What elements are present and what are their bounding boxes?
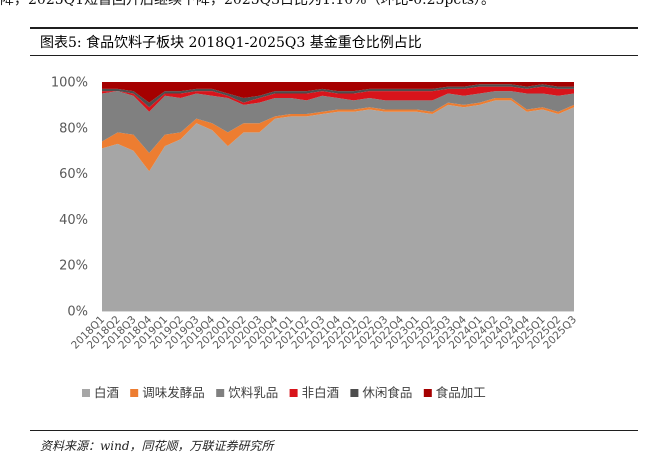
legend-swatch xyxy=(216,389,225,397)
figure-title: 图表5: 食品饮料子板块 2018Q1-2025Q3 基金重仓比例占比 xyxy=(40,35,422,51)
legend-label: 白酒 xyxy=(94,385,119,400)
stacked-area-chart: 0% 20% 40% 60% 80% 100% 2018Q12018Q22018Q3201… xyxy=(51,76,579,401)
area-series-3 xyxy=(102,86,574,112)
area-series-1 xyxy=(102,98,574,172)
y-tick-label: 80% xyxy=(59,121,88,136)
intro-text: 降，2025Q1短暂回升后继续下降，2025Q3占比为1.10%（环比-0.25… xyxy=(0,0,496,8)
y-axis: 0% 20% 40% 60% 80% 100% xyxy=(51,76,574,320)
y-tick-label: 0% xyxy=(67,305,88,320)
area-series-5 xyxy=(102,82,574,103)
legend-label: 非白酒 xyxy=(302,385,340,400)
legend-swatch xyxy=(289,389,298,397)
legend-swatch xyxy=(82,389,90,397)
y-tick-label: 100% xyxy=(51,76,88,91)
legend-label: 休闲食品 xyxy=(362,385,412,400)
x-axis: 2018Q12018Q22018Q32018Q42019Q12019Q22019… xyxy=(69,313,579,351)
y-tick-label: 20% xyxy=(59,259,88,274)
area-series-4 xyxy=(102,84,574,108)
legend-swatch xyxy=(350,389,359,397)
legend-swatch xyxy=(130,389,139,397)
source-note: 资料来源：wind，同花顺，万联证券研究所 xyxy=(40,439,274,453)
area-series-0 xyxy=(102,100,574,311)
figure-top-rule xyxy=(30,27,638,29)
legend-label: 调味发酵品 xyxy=(142,385,205,400)
legend-label: 饮料乳品 xyxy=(228,385,278,400)
y-tick-label: 60% xyxy=(59,167,88,182)
figure-title-rule xyxy=(30,55,638,56)
legend-label: 食品加工 xyxy=(436,385,486,400)
y-tick-label: 40% xyxy=(59,213,88,228)
chart-areas xyxy=(102,82,574,311)
chart-legend: 白酒 调味发酵品 饮料乳品 非白酒 休闲食品 食品加工 xyxy=(82,385,486,400)
legend-swatch xyxy=(423,389,432,397)
figure-bottom-rule xyxy=(30,430,638,431)
area-series-2 xyxy=(102,91,574,153)
